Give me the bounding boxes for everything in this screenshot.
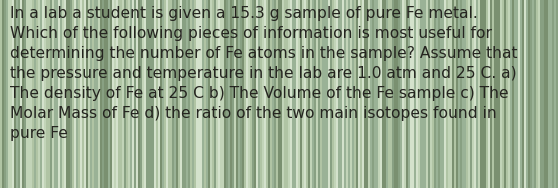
Text: In a lab a student is given a 15.3 g sample of pure Fe metal.
Which of the follo: In a lab a student is given a 15.3 g sam…: [10, 6, 517, 141]
